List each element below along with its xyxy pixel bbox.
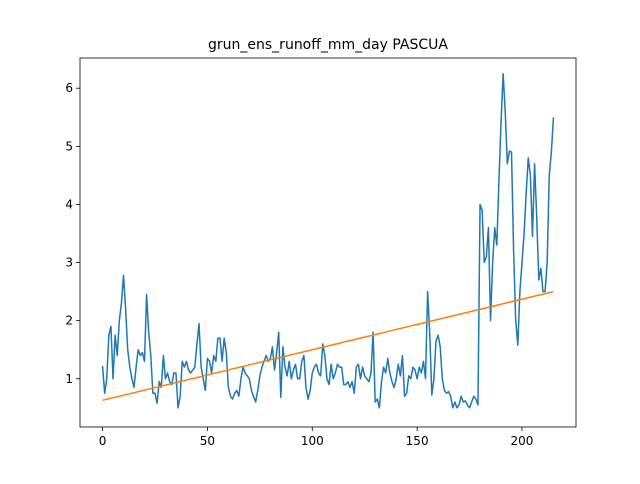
chart-title: grun_ens_runoff_mm_day PASCUA [208, 37, 448, 53]
plot-frame [79, 57, 577, 428]
x-tick-label: 0 [99, 434, 107, 448]
y-tick-label: 3 [65, 256, 73, 270]
y-tick-label: 4 [65, 197, 73, 211]
y-tick-label: 2 [65, 314, 73, 328]
x-tick-label: 100 [301, 434, 324, 448]
y-tick-label: 1 [65, 372, 73, 386]
x-tick-label: 200 [511, 434, 534, 448]
data-line [102, 290, 554, 401]
data-line [101, 72, 555, 409]
y-tick-label: 5 [65, 139, 73, 153]
x-tick-label: 50 [200, 434, 215, 448]
y-tick-label: 6 [65, 81, 73, 95]
x-tick-label: 150 [406, 434, 429, 448]
